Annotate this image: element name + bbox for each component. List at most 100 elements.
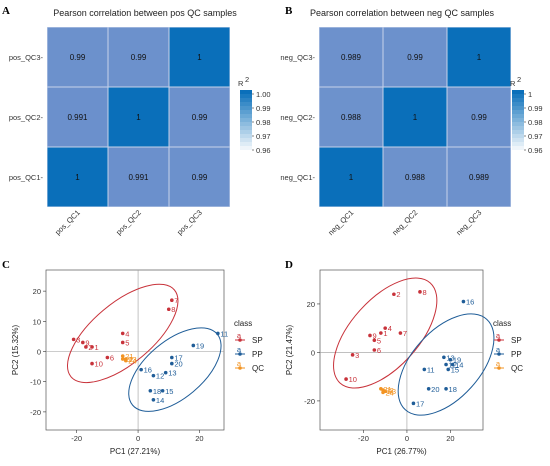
legend-entry-label: SP	[252, 336, 263, 345]
heatmap-cell	[47, 87, 108, 147]
data-point-label: 1	[383, 329, 387, 338]
legend-tick-label: 0.96	[528, 146, 543, 155]
legend-color-step	[240, 134, 252, 139]
heatmap-cell	[447, 87, 511, 147]
panel-b-title: Pearson correlation between neg QC sampl…	[310, 8, 495, 18]
legend-title: R	[510, 79, 516, 88]
panel-b: B Pearson correlation between neg QC sam…	[280, 5, 542, 237]
legend-key-point	[497, 352, 501, 356]
data-point-sp	[90, 345, 94, 349]
data-point-label: 10	[349, 375, 357, 384]
legend-key-point	[238, 366, 242, 370]
data-point-label: 14	[455, 361, 463, 370]
pca-pos: -20 0 20 20 10 0 -10 -20 PC1 (27.21%) PC2 (15.32%…	[11, 269, 264, 456]
data-point-label: 24	[386, 388, 394, 397]
data-point-label: 20	[431, 385, 439, 394]
y-tick-label: -10	[30, 378, 41, 387]
data-point-pp	[448, 357, 453, 362]
panel-b-letter: B	[285, 5, 293, 17]
data-point-sp	[392, 292, 396, 297]
legend-color-step	[240, 114, 252, 119]
data-point-label: 7	[174, 296, 178, 305]
data-point-pp	[444, 386, 448, 391]
legend-color-step	[512, 126, 524, 131]
data-point-label: 9	[372, 331, 376, 340]
heatmap-cell	[108, 27, 169, 87]
data-point-pp	[426, 386, 431, 391]
legend-entry-label: PP	[252, 350, 263, 359]
legend-tick-label: 0.99	[528, 104, 543, 113]
data-point-pp	[422, 367, 427, 372]
data-point-label: 8	[171, 305, 175, 314]
plot-frame	[319, 269, 484, 431]
heatmap-cell-value: 0.99	[471, 113, 487, 122]
data-point-pp	[151, 398, 156, 402]
panel-a-title: Pearson correlation between pos QC sampl…	[53, 8, 237, 18]
legend-key-letter: a	[237, 359, 242, 368]
data-point-label: 15	[165, 387, 173, 396]
legend-color-step	[240, 122, 252, 127]
heatmap-cell-value: 0.989	[469, 173, 490, 182]
plot-frame	[45, 269, 225, 431]
data-point-sp	[71, 337, 76, 342]
data-point-pp	[151, 373, 156, 378]
y-tick-label: -20	[304, 397, 315, 406]
legend-entry-label: SP	[511, 336, 522, 345]
legend-title: R	[238, 79, 244, 88]
legend-tick-label: 0.98	[256, 118, 271, 127]
heatmap-y-tick-label: neg_QC3-	[280, 53, 315, 62]
data-point-sp	[170, 298, 174, 302]
data-point-label: 23	[128, 355, 136, 364]
data-point-sp	[383, 326, 388, 330]
legend-color-step	[240, 90, 252, 95]
legend-color-step	[512, 146, 524, 151]
heatmap-cell	[108, 87, 169, 147]
legend-tick-label: 0.98	[528, 118, 543, 127]
data-point-label: 13	[168, 369, 176, 378]
data-point-sp	[418, 290, 422, 294]
heatmap-cell-value: 0.988	[341, 113, 362, 122]
legend-color-step	[240, 110, 252, 115]
heatmap-x-tick-label: neg_QC1	[326, 208, 355, 237]
data-point-pp	[411, 401, 416, 406]
legend-key-letter: a	[496, 331, 501, 340]
legend-color-step	[512, 114, 524, 119]
legend-tick-label: 0.99	[256, 104, 271, 113]
heatmap-cell	[169, 147, 230, 207]
data-point-label: 11	[220, 329, 228, 338]
heatmap-cell-value: 0.99	[192, 173, 208, 182]
heatmap-neg: 0.989 0.99 1 0.988 1 0.99 1 0.988 0.989 neg_QC3-n…	[280, 27, 543, 237]
data-point-label: 22	[386, 386, 394, 395]
legend-color-step	[512, 142, 524, 147]
x-axis-label: PC1 (27.21%)	[110, 447, 161, 456]
heatmap-x-tick-label: pos_QC3	[175, 208, 204, 237]
legend-entry-label: QC	[511, 364, 523, 373]
heatmap-cell	[447, 147, 511, 207]
heatmap-y-tick-label: neg_QC2-	[280, 113, 315, 122]
heatmap-y-tick-label: pos_QC2-	[9, 113, 44, 122]
y-tick-label: 0	[311, 348, 315, 357]
panel-a: A Pearson correlation between pos QC sam…	[2, 5, 271, 237]
y-tick-label: 20	[307, 300, 315, 309]
y-tick-label: 0	[37, 348, 41, 357]
data-point-label: 3	[355, 351, 359, 360]
data-point-label: 16	[466, 298, 474, 307]
legend-key-letter: a	[237, 331, 242, 340]
panel-d-letter: D	[285, 259, 293, 271]
heatmap-y-tick-label: pos_QC1-	[9, 173, 44, 182]
panel-a-letter: A	[2, 5, 10, 17]
legend-color-step	[240, 150, 252, 155]
legend-tick-label: 0.96	[256, 146, 271, 155]
data-point-pp	[163, 370, 168, 375]
data-point-sp	[344, 377, 348, 381]
confidence-ellipse-sp	[66, 283, 179, 384]
data-point-pp	[148, 388, 153, 393]
data-point-label: 4	[388, 324, 392, 333]
legend-title-superscript: 2	[245, 75, 249, 84]
legend-color-step	[240, 118, 252, 123]
legend-color-step	[512, 98, 524, 103]
data-point-label: 2	[396, 290, 400, 299]
data-point-sp	[372, 338, 377, 343]
heatmap-cell	[447, 27, 511, 87]
